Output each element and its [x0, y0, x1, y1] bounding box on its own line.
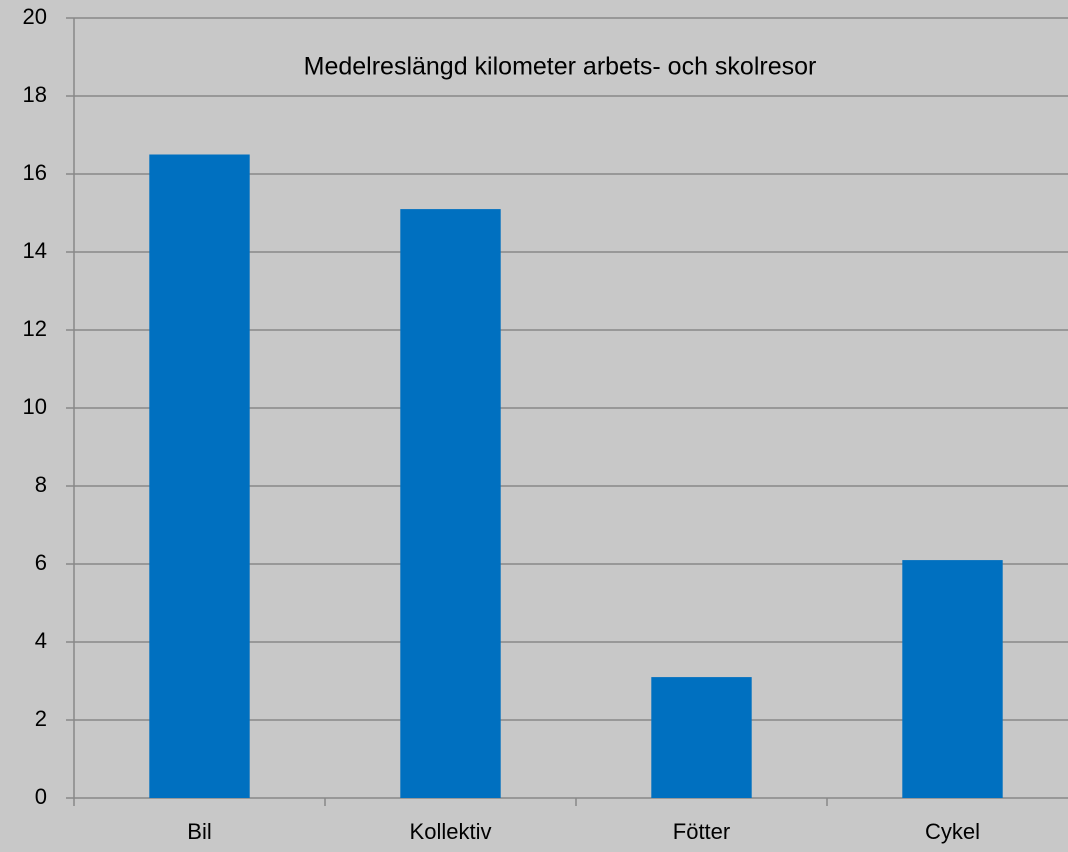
chart-title: Medelreslängd kilometer arbets- och skol…	[304, 53, 817, 81]
x-tick-label: Bil	[187, 819, 211, 844]
y-tick-label: 20	[23, 4, 47, 29]
y-tick-label: 4	[35, 628, 47, 653]
bar	[400, 209, 501, 799]
y-tick-label: 18	[23, 82, 47, 107]
y-tick-label: 6	[35, 550, 47, 575]
y-tick-label: 2	[35, 706, 47, 731]
bar	[651, 677, 752, 798]
x-tick-label: Fötter	[673, 819, 730, 844]
x-tick-label: Kollektiv	[410, 819, 492, 844]
y-tick-label: 10	[23, 394, 47, 419]
y-tick-label: 12	[23, 316, 47, 341]
y-tick-label: 8	[35, 472, 47, 497]
y-tick-label: 16	[23, 160, 47, 185]
y-tick-label: 0	[35, 784, 47, 809]
bar	[149, 154, 250, 798]
x-tick-label: Cykel	[925, 819, 980, 844]
y-tick-label: 14	[23, 238, 47, 263]
bar	[902, 560, 1003, 798]
